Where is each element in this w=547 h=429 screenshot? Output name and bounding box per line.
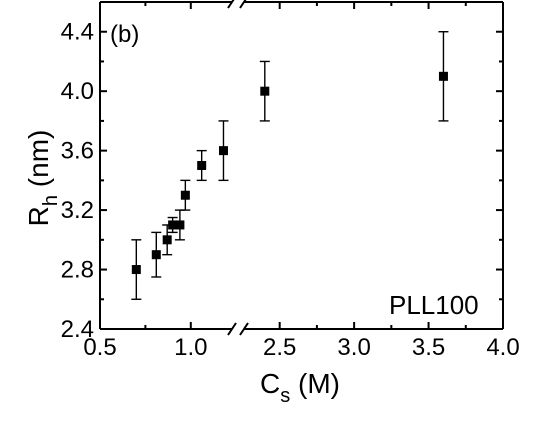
y-axis-title-main: R (23, 206, 54, 226)
y-tick-label: 2.8 (61, 257, 94, 284)
x-tick-label: 4.0 (486, 334, 519, 361)
x-tick-label: 2.5 (263, 334, 296, 361)
square-marker (180, 190, 190, 200)
square-marker (197, 161, 207, 170)
panel-label: (b) (110, 21, 139, 48)
square-marker (168, 220, 178, 230)
square-marker (218, 146, 228, 156)
data-point (180, 179, 191, 211)
data-point (259, 60, 270, 122)
annotation-label: PLL100 (389, 290, 479, 320)
x-axis-title-main: C (260, 368, 280, 399)
y-axis-title-sub: h (40, 195, 62, 206)
data-point (218, 120, 229, 182)
data-point (151, 231, 162, 278)
y-tick-label: 2.4 (61, 316, 94, 343)
x-tick-label: 3.0 (337, 334, 370, 361)
square-marker (260, 86, 270, 96)
x-tick-label: 1.0 (174, 334, 207, 361)
square-marker (162, 235, 172, 245)
square-marker (175, 220, 185, 230)
x-axis-title: Cs (M) (260, 368, 340, 407)
y-tick-label: 4.0 (61, 78, 94, 105)
data-point (131, 239, 142, 300)
x-tick-label: 0.5 (83, 334, 116, 361)
y-axis-title: Rh (nm) (23, 130, 62, 227)
axis-ticks (99, 2, 504, 330)
data-point (167, 216, 178, 234)
axis-break-mark-bottom-2 (239, 322, 249, 336)
y-tick-label: 3.6 (61, 138, 94, 165)
x-tick-label: 3.5 (412, 334, 445, 361)
y-axis-title-unit: (nm) (23, 130, 54, 195)
tick-labels: 2.4 2.8 3.2 3.6 4.0 4.4 0.5 1.0 2.5 3.0 3.5 4.0 (61, 19, 520, 361)
square-marker (131, 265, 141, 275)
x-axis-title-unit: (M) (290, 368, 340, 399)
square-marker (151, 250, 161, 260)
data-point (196, 149, 207, 182)
plot-frame (99, 0, 504, 336)
axis-break-mark-bottom-1 (227, 322, 237, 336)
y-tick-label: 4.4 (61, 19, 94, 46)
data-points (131, 31, 449, 300)
axis-break-mark-top-1 (227, 0, 235, 9)
x-axis-title-sub: s (280, 385, 290, 407)
data-point (438, 31, 449, 122)
square-marker (438, 71, 448, 81)
data-point (174, 209, 185, 241)
y-tick-label: 3.2 (61, 197, 94, 224)
axis-break-mark-top-2 (239, 0, 247, 9)
